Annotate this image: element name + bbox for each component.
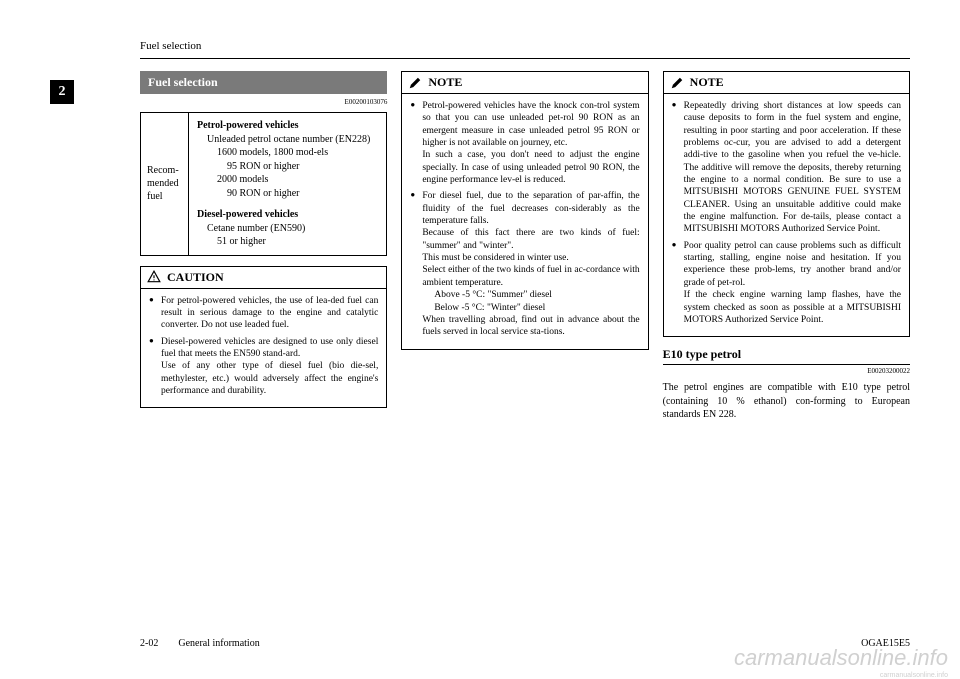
pencil-icon xyxy=(670,76,684,90)
note-item: Petrol-powered vehicles have the knock c… xyxy=(410,100,639,186)
chapter-tab: 2 xyxy=(50,80,74,104)
note-item: Repeatedly driving short distances at lo… xyxy=(672,100,901,236)
fuel-table-content: Petrol-powered vehicles Unleaded petrol … xyxy=(189,113,386,255)
running-title: Fuel selection xyxy=(50,40,910,52)
doc-code: E00200103076 xyxy=(140,98,387,106)
note-box: NOTE Petrol-powered vehicles have the kn… xyxy=(401,71,648,350)
note-item: Poor quality petrol can cause problems s… xyxy=(672,240,901,326)
petrol-line4: 2000 models xyxy=(197,173,378,187)
note-header: NOTE xyxy=(402,72,647,94)
note-item: For diesel fuel, due to the separation o… xyxy=(410,190,639,338)
pencil-icon xyxy=(408,76,422,90)
caution-label: CAUTION xyxy=(167,270,224,285)
e10-heading: E10 type petrol xyxy=(663,347,910,365)
column-1: Fuel selection E00200103076 Recom-mended… xyxy=(140,71,387,422)
diesel-line1: Cetane number (EN590) xyxy=(197,222,378,236)
section-heading-fuel-selection: Fuel selection xyxy=(140,71,387,94)
column-2: NOTE Petrol-powered vehicles have the kn… xyxy=(401,71,648,422)
doc-code: E00203200022 xyxy=(663,367,910,375)
caution-item: For petrol-powered vehicles, the use of … xyxy=(149,295,378,332)
petrol-line1: Unleaded petrol octane number (EN228) xyxy=(197,133,378,147)
petrol-line3: 95 RON or higher xyxy=(197,160,378,174)
note-label: NOTE xyxy=(690,75,724,90)
diesel-line2: 51 or higher xyxy=(197,235,378,249)
caution-box: CAUTION For petrol-powered vehicles, the… xyxy=(140,266,387,409)
caution-item: Diesel-powered vehicles are designed to … xyxy=(149,336,378,398)
footer-section: General information xyxy=(178,638,259,649)
column-3: NOTE Repeatedly driving short distances … xyxy=(663,71,910,422)
petrol-heading: Petrol-powered vehicles xyxy=(197,119,378,133)
watermark-small: carmanualsonline.info xyxy=(880,672,948,679)
note-header: NOTE xyxy=(664,72,909,94)
petrol-line5: 90 RON or higher xyxy=(197,187,378,201)
note-body: Repeatedly driving short distances at lo… xyxy=(664,94,909,336)
caution-body: For petrol-powered vehicles, the use of … xyxy=(141,289,386,408)
header-divider xyxy=(140,58,910,59)
fuel-table: Recom-mended fuel Petrol-powered vehicle… xyxy=(140,112,387,256)
note-sub: Above -5 °C: "Summer" diesel xyxy=(422,289,639,301)
note-sub: Below -5 °C: "Winter" diesel xyxy=(422,302,639,314)
content-columns: Fuel selection E00200103076 Recom-mended… xyxy=(140,71,910,422)
page-number: 2-02 xyxy=(140,638,158,649)
warning-triangle-icon xyxy=(147,270,161,284)
note-body: Petrol-powered vehicles have the knock c… xyxy=(402,94,647,349)
e10-body: The petrol engines are compatible with E… xyxy=(663,381,910,422)
note-label: NOTE xyxy=(428,75,462,90)
caution-header: CAUTION xyxy=(141,267,386,289)
diesel-heading: Diesel-powered vehicles xyxy=(197,208,378,222)
fuel-table-label: Recom-mended fuel xyxy=(141,113,189,255)
note-box: NOTE Repeatedly driving short distances … xyxy=(663,71,910,337)
petrol-line2: 1600 models, 1800 mod-els xyxy=(197,146,378,160)
watermark: carmanualsonline.info xyxy=(734,645,948,671)
